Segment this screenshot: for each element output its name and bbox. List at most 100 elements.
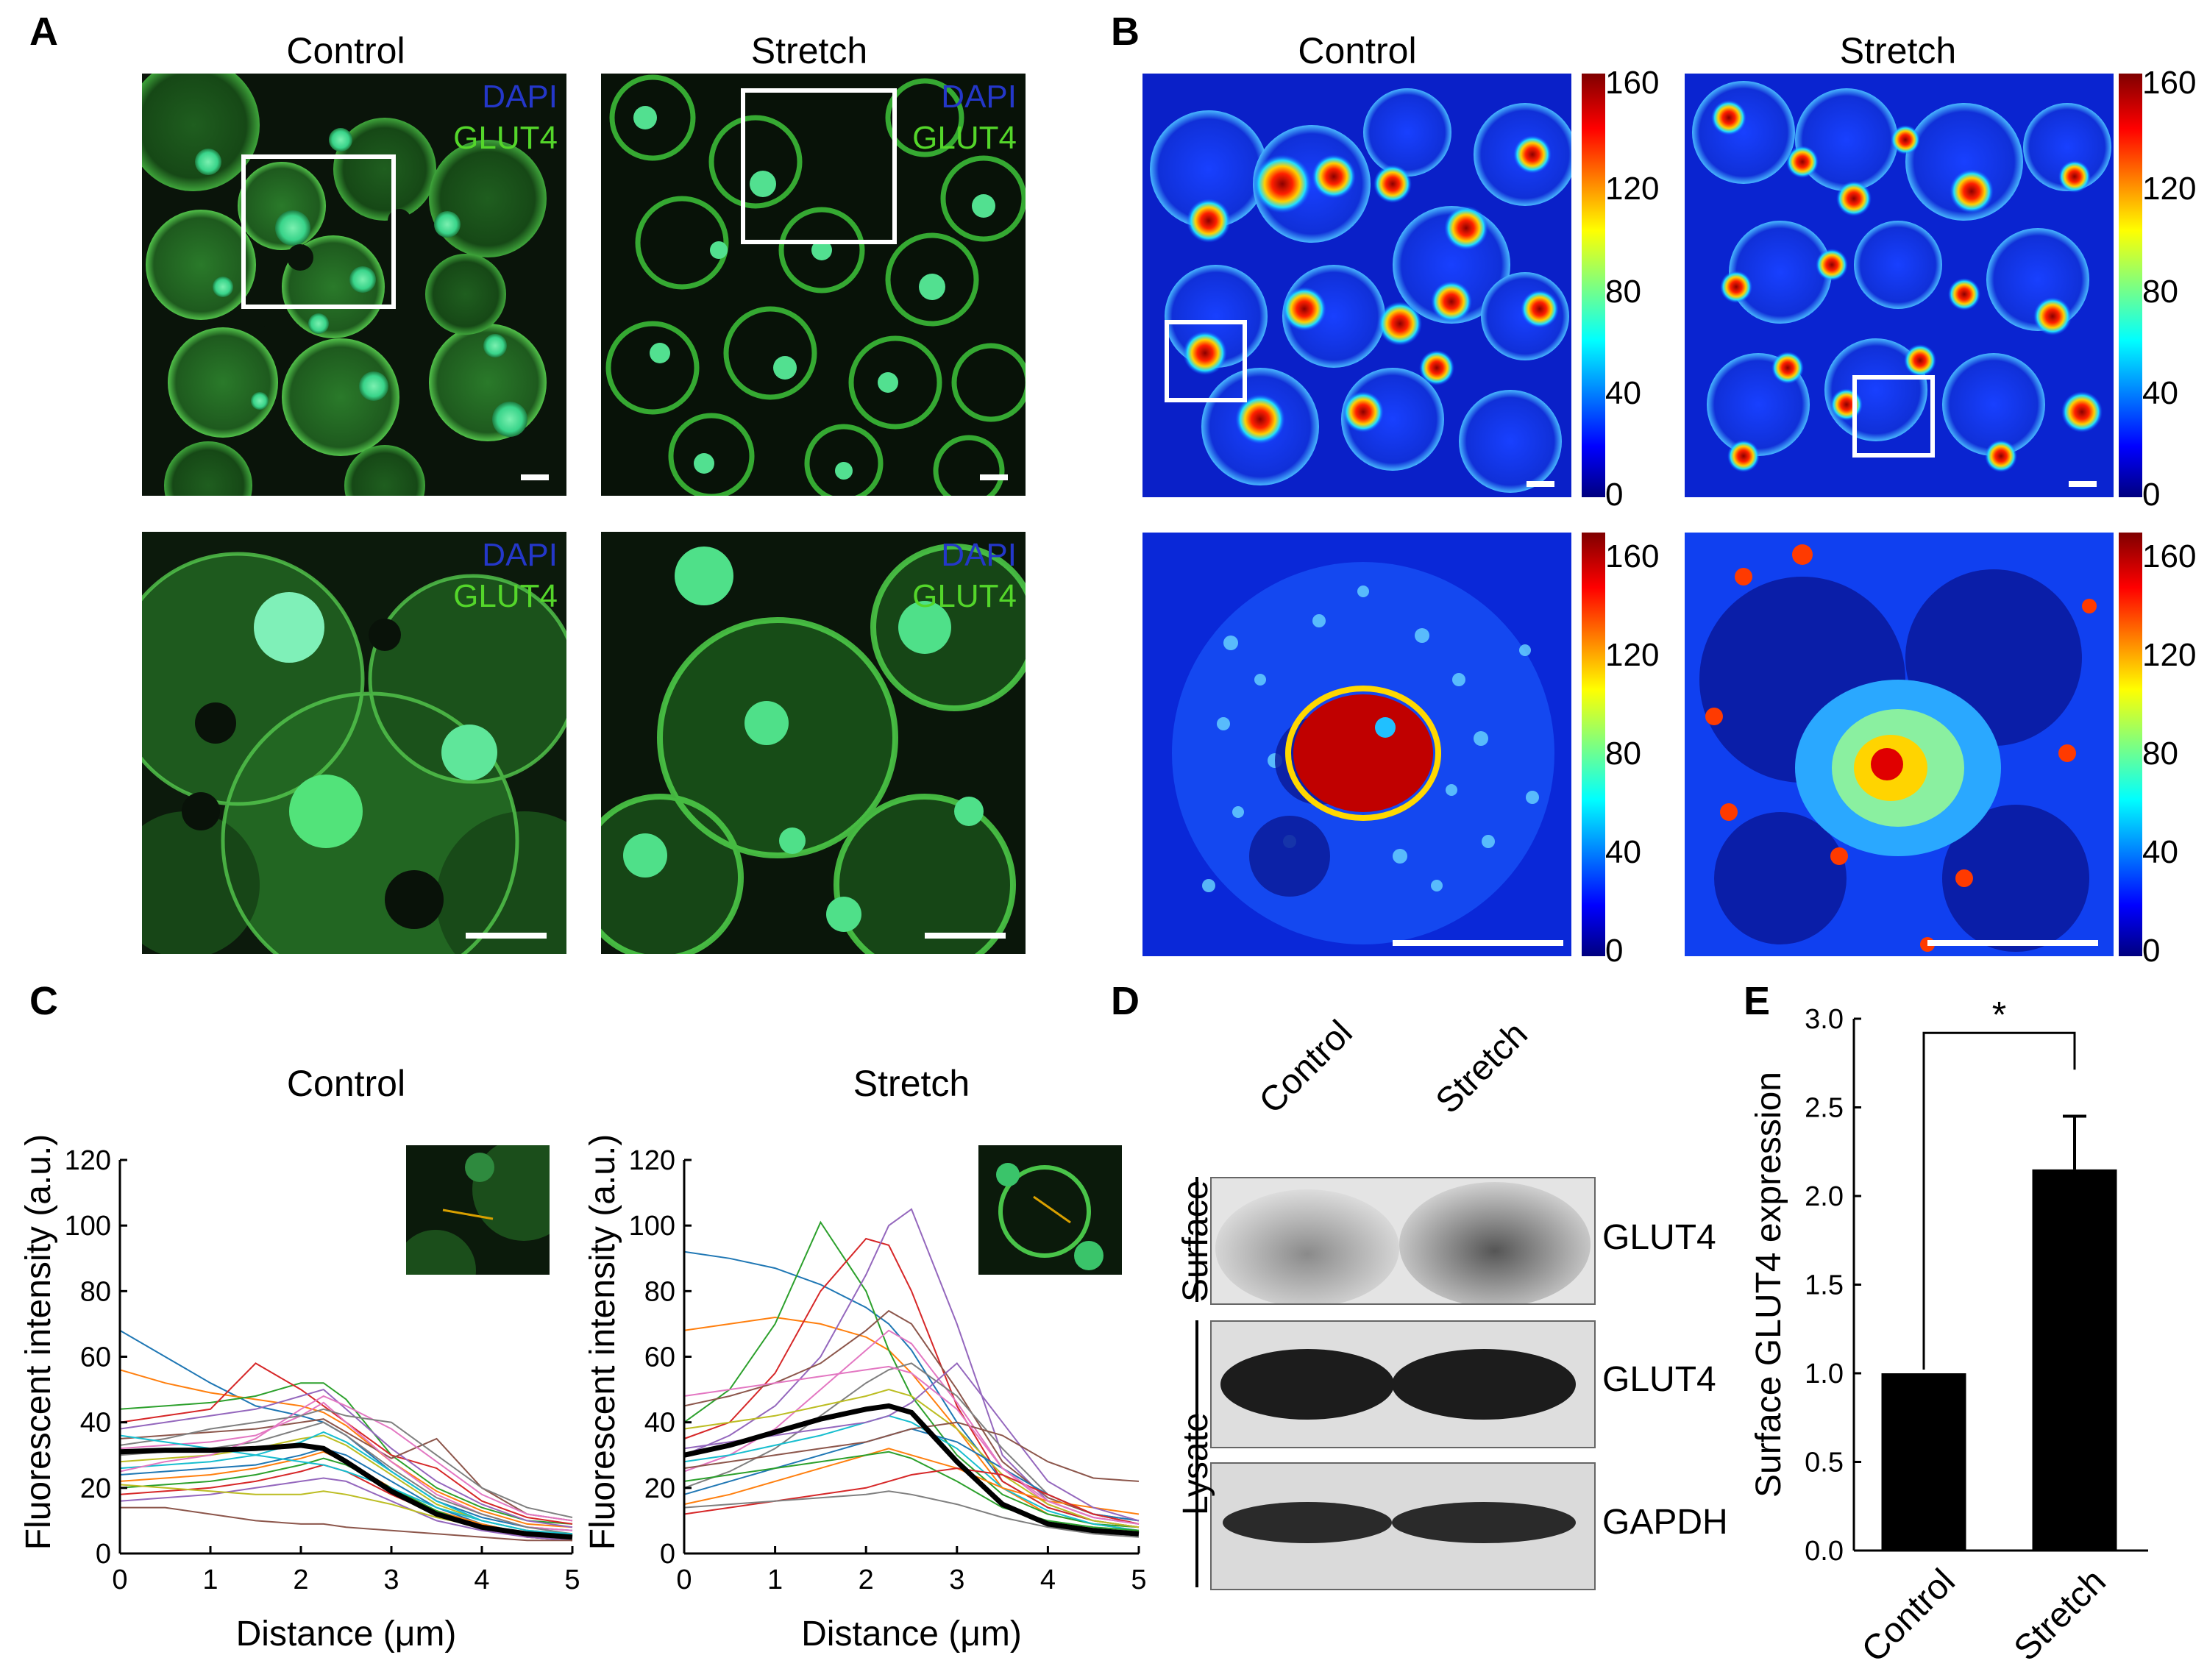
micrograph-stretch-overview: DAPI GLUT4 (601, 74, 1026, 496)
y-tick-label: 0 (660, 1539, 675, 1570)
y-axis-label: Fluorescent intensity (a.u.) (583, 1134, 622, 1551)
x-tick-label: 3 (949, 1565, 964, 1595)
trace-line (119, 1418, 573, 1522)
glut4-label: GLUT4 (912, 120, 1017, 156)
roi-box (1852, 375, 1935, 458)
dapi-label: DAPI (482, 537, 558, 573)
micrograph-image (142, 74, 566, 496)
y-tick-label: 40 (80, 1408, 111, 1439)
bracket-lysate (1195, 1320, 1198, 1587)
trace-line (683, 1220, 1140, 1528)
trace-line (683, 1362, 1140, 1525)
y-axis-label: Fluorescent intensity (a.u.) (19, 1134, 58, 1551)
scale-bar (1393, 940, 1563, 946)
colorbar-control-overview (1582, 74, 1605, 497)
scale-bar (1527, 481, 1554, 487)
bar (1881, 1373, 1966, 1551)
y-tick-label: 0 (96, 1539, 111, 1570)
heatmap-image (1685, 74, 2114, 497)
colorbar-tick: 120 (2142, 637, 2197, 673)
trace-line (683, 1421, 1140, 1482)
panel-letter-e: E (1744, 979, 1771, 1023)
colorbar-tick: 80 (2142, 274, 2178, 310)
dapi-label: DAPI (482, 79, 558, 115)
stain-label-group: DAPI GLUT4 (453, 535, 558, 617)
bar (2032, 1169, 2117, 1551)
trace-line (683, 1365, 1140, 1525)
colorbar-tick: 40 (1605, 834, 1641, 870)
heatmap-control-zoom (1142, 533, 1571, 956)
micrograph-image (142, 532, 566, 954)
colorbar-tick: 40 (1605, 375, 1641, 411)
x-tick-label: 2 (293, 1565, 308, 1595)
trace-line (683, 1448, 1140, 1515)
y-tick-label: 2.5 (1805, 1093, 1844, 1124)
lane-label-stretch: Stretch (1428, 1014, 1535, 1122)
trace-line (683, 1490, 1140, 1538)
fraction-label-lysate: Lysate (1176, 1412, 1215, 1515)
significance-bracket (1922, 1031, 2076, 1370)
y-tick-label: 3.0 (1805, 1004, 1844, 1035)
scale-bar (466, 933, 547, 939)
blot-surface-glut4 (1210, 1177, 1596, 1307)
scale-bar (521, 474, 549, 480)
chart-title: Stretch (853, 1063, 970, 1104)
trace-line (119, 1434, 573, 1535)
panel-letter-b: B (1111, 10, 1140, 54)
colorbar-control-zoom (1582, 533, 1605, 956)
blot-bands (1223, 1502, 1576, 1543)
lane-label-control: Control (1251, 1013, 1360, 1122)
colorbar-tick: 40 (2142, 375, 2178, 411)
trace-line (119, 1388, 573, 1528)
blot-row-label: GLUT4 (1602, 1218, 1716, 1257)
trace-line (683, 1237, 1140, 1528)
micrograph-control-overview: DAPI GLUT4 (142, 74, 566, 496)
panel-a-title-stretch: Stretch (750, 30, 868, 71)
roi-box (1165, 320, 1247, 402)
y-tick-label: 20 (80, 1473, 111, 1504)
micrograph-stretch-zoom: DAPI GLUT4 (601, 532, 1026, 954)
chart-title: Control (287, 1063, 405, 1104)
roi-box (241, 154, 396, 309)
scale-bar (925, 933, 1006, 939)
inset-image (996, 1163, 1104, 1270)
x-tick-label: 0 (112, 1565, 127, 1595)
blot-lysate-gapdh (1210, 1462, 1596, 1590)
mean-line (683, 1403, 1140, 1537)
trace-line (683, 1467, 1140, 1525)
colorbar-tick: 120 (2142, 171, 2197, 207)
y-tick-label: 80 (80, 1276, 111, 1307)
trace-line (683, 1309, 1140, 1522)
inset-image (406, 1145, 550, 1275)
glut4-label: GLUT4 (453, 120, 558, 156)
dapi-label: DAPI (941, 79, 1017, 115)
scale-bar (2069, 481, 2097, 487)
x-tick-label: 0 (676, 1565, 692, 1595)
colorbar-tick: 0 (2142, 933, 2161, 969)
fraction-label-surface: Surface (1176, 1180, 1215, 1302)
colorbar-tick: 0 (1605, 477, 1624, 513)
trace-line (119, 1362, 573, 1525)
x-tick-label: 4 (1040, 1565, 1056, 1595)
x-tick-label: 3 (383, 1565, 399, 1595)
trace-line (119, 1477, 573, 1542)
x-tick-label: 1 (767, 1565, 783, 1595)
y-tick-label: 80 (644, 1276, 675, 1307)
trace-line (120, 1506, 572, 1542)
inset-micrograph-control (406, 1145, 550, 1275)
y-tick-label: 60 (80, 1342, 111, 1373)
y-tick-label: 100 (629, 1211, 675, 1242)
trace-line (119, 1382, 573, 1525)
dapi-label: DAPI (941, 537, 1017, 573)
micrograph-image (601, 532, 1026, 954)
x-axis-label: Distance (μm) (236, 1615, 457, 1654)
x-tick-label: 1 (202, 1565, 218, 1595)
stain-label-group: DAPI GLUT4 (453, 76, 558, 159)
colorbar-tick: 0 (2142, 477, 2161, 513)
colorbar-stretch-overview (2119, 74, 2142, 497)
line-chart-stretch: Stretch 0 1 2 3 4 5 0 20 40 60 80 100 120 Distance (μm… (583, 1063, 1147, 1654)
y-tick-label: 120 (65, 1145, 111, 1176)
y-tick-label: 20 (644, 1473, 675, 1504)
blot-bands (1215, 1182, 1591, 1307)
panel-letter-c: C (29, 979, 58, 1023)
